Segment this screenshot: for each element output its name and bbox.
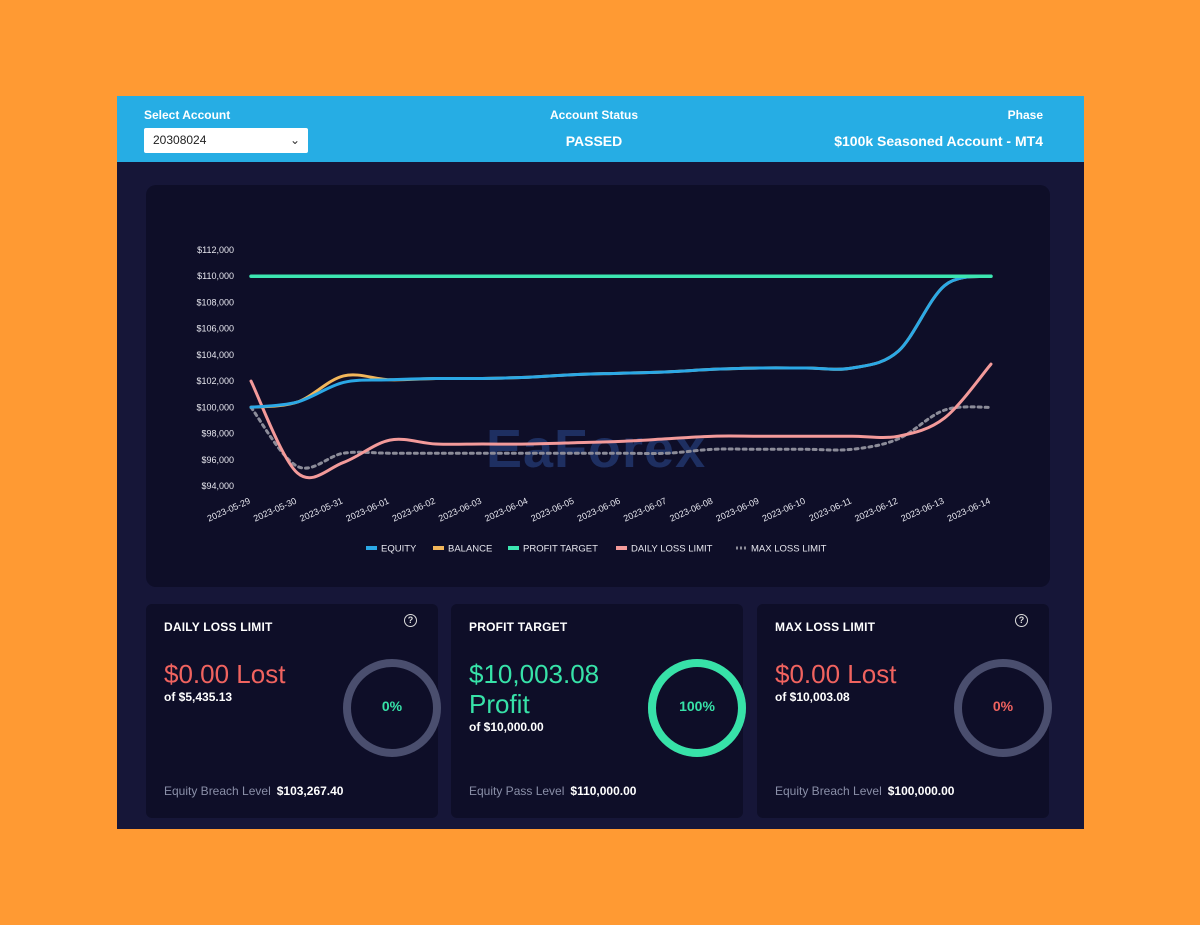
equity-chart: $94,000 $96,000 $98,000 $100,000 $102,000 $10…: [196, 245, 993, 555]
select-account-label: Select Account: [144, 108, 231, 122]
x-tick-label: 2023-06-02: [391, 496, 437, 524]
chevron-down-icon: ⌄: [289, 133, 300, 147]
stat-of-text: of $10,003.08: [775, 690, 850, 704]
progress-percent: 0%: [381, 698, 403, 714]
x-tick-label: 2023-06-11: [808, 496, 854, 524]
phase-label: Phase: [1007, 108, 1043, 122]
series-line-max-loss-limit: [249, 405, 993, 470]
progress-ring: [648, 659, 746, 757]
x-tick-label: 2023-05-29: [206, 496, 252, 524]
footer-value: $100,000.00: [887, 784, 955, 798]
dashboard-frame: Select Account 20308024 ⌄ Account Status…: [117, 96, 1084, 829]
legend-label: DAILY LOSS LIMIT: [631, 544, 713, 555]
x-tick-label: 2023-06-06: [576, 496, 622, 524]
x-tick-label: 2023-06-04: [483, 496, 529, 524]
stat-footer: Equity Breach Level $100,000.00: [775, 784, 954, 798]
y-tick-label: $108,000: [196, 297, 234, 307]
x-tick-label: 2023-06-09: [714, 496, 760, 524]
progress-percent: 100%: [679, 698, 715, 714]
account-status-label: Account Status: [549, 108, 638, 122]
stat-card-profit-target: PROFIT TARGET $10,003.08 Profit of $10,000.…: [451, 604, 746, 818]
legend-label: MAX LOSS LIMIT: [751, 544, 827, 555]
legend-label: PROFIT TARGET: [523, 544, 598, 555]
y-tick-label: $96,000: [201, 455, 234, 465]
series-line-equity: [249, 274, 993, 409]
stat-footer: Equity Breach Level $103,267.40: [164, 784, 343, 798]
x-tick-label: 2023-06-14: [946, 496, 992, 524]
legend-label: EQUITY: [381, 544, 417, 555]
x-tick-label: 2023-06-07: [622, 496, 668, 524]
x-tick-label: 2023-06-13: [899, 496, 945, 524]
question-circle-icon[interactable]: ?: [404, 614, 417, 627]
legend-item-balance[interactable]: BALANCE: [433, 544, 492, 555]
stat-amount: $10,003.08 Profit: [469, 659, 599, 719]
stat-footer: Equity Pass Level $110,000.00: [469, 784, 636, 798]
stat-card-title: MAX LOSS LIMIT: [775, 620, 876, 634]
x-tick-label: 2023-05-31: [298, 496, 344, 524]
y-tick-label: $110,000: [197, 271, 234, 281]
question-circle-icon[interactable]: ?: [1015, 614, 1028, 627]
account-header-bar: Select Account 20308024 ⌄ Account Status…: [117, 96, 1084, 162]
equity-chart-card: $94,000 $96,000 $98,000 $100,000 $102,000 $10…: [146, 185, 1050, 587]
legend-label: BALANCE: [448, 544, 492, 555]
stat-amount: $0.00 Lost: [164, 659, 285, 689]
footer-label: Equity Breach Level: [164, 784, 271, 798]
legend-item-daily-loss-limit[interactable]: DAILY LOSS LIMIT: [616, 544, 713, 555]
y-tick-label: $98,000: [201, 429, 234, 439]
stat-card-daily-loss-limit: DAILY LOSS LIMIT? $0.00 Lost of $5,435.13 …: [146, 604, 441, 818]
x-tick-label: 2023-06-05: [529, 496, 575, 524]
x-tick-label: 2023-06-10: [761, 496, 807, 524]
x-tick-label: 2023-05-30: [252, 496, 298, 524]
y-tick-label: $102,000: [196, 376, 234, 386]
progress-ring: [954, 659, 1052, 757]
stat-card-max-loss-limit: MAX LOSS LIMIT? $0.00 Lost of $10,003.08 0…: [757, 604, 1052, 818]
series-line-balance: [249, 274, 993, 409]
footer-value: $103,267.40: [276, 784, 344, 798]
footer-value: $110,000.00: [570, 784, 637, 798]
stat-amount-line: $10,003.08: [469, 659, 600, 689]
progress-ring-track: [343, 659, 441, 757]
stat-amount-line: $0.00 Lost: [164, 659, 286, 689]
footer-label: Equity Breach Level: [775, 784, 882, 798]
account-select[interactable]: 20308024 ⌄: [144, 128, 308, 153]
y-tick-label: $94,000: [201, 481, 234, 491]
legend-item-equity[interactable]: EQUITY: [366, 544, 417, 555]
stat-amount: $0.00 Lost: [775, 659, 896, 689]
stat-card-title: DAILY LOSS LIMIT: [164, 620, 273, 634]
legend-item-max-loss-limit[interactable]: MAX LOSS LIMIT: [736, 544, 827, 555]
account-select-value: 20308024: [153, 133, 207, 147]
stat-amount-line: Profit: [469, 689, 530, 719]
x-tick-label: 2023-06-08: [668, 496, 714, 524]
series-line-daily-loss-limit: [249, 362, 993, 480]
y-tick-label: $100,000: [196, 402, 234, 412]
legend-item-profit-target[interactable]: PROFIT TARGET: [508, 544, 598, 555]
stat-amount-line: $0.00 Lost: [775, 659, 897, 689]
x-tick-label: 2023-06-01: [344, 496, 390, 524]
watermark-logo: EaForex: [486, 419, 706, 479]
progress-ring-track: [954, 659, 1052, 757]
stat-of-text: of $5,435.13: [164, 690, 233, 704]
y-tick-label: $106,000: [196, 324, 234, 334]
progress-ring-fill: [648, 659, 746, 757]
stat-card-title: PROFIT TARGET: [469, 620, 568, 634]
footer-label: Equity Pass Level: [469, 784, 565, 798]
phase-value: $100k Seasoned Account - MT4: [834, 133, 1043, 149]
x-tick-label: 2023-06-12: [853, 496, 899, 524]
progress-percent: 0%: [992, 698, 1014, 714]
stat-of-text: of $10,000.00: [469, 720, 544, 734]
y-tick-label: $112,000: [197, 245, 234, 255]
account-status-value: PASSED: [565, 133, 623, 149]
progress-ring: [343, 659, 441, 757]
x-tick-label: 2023-06-03: [437, 496, 483, 524]
y-tick-label: $104,000: [196, 350, 234, 360]
